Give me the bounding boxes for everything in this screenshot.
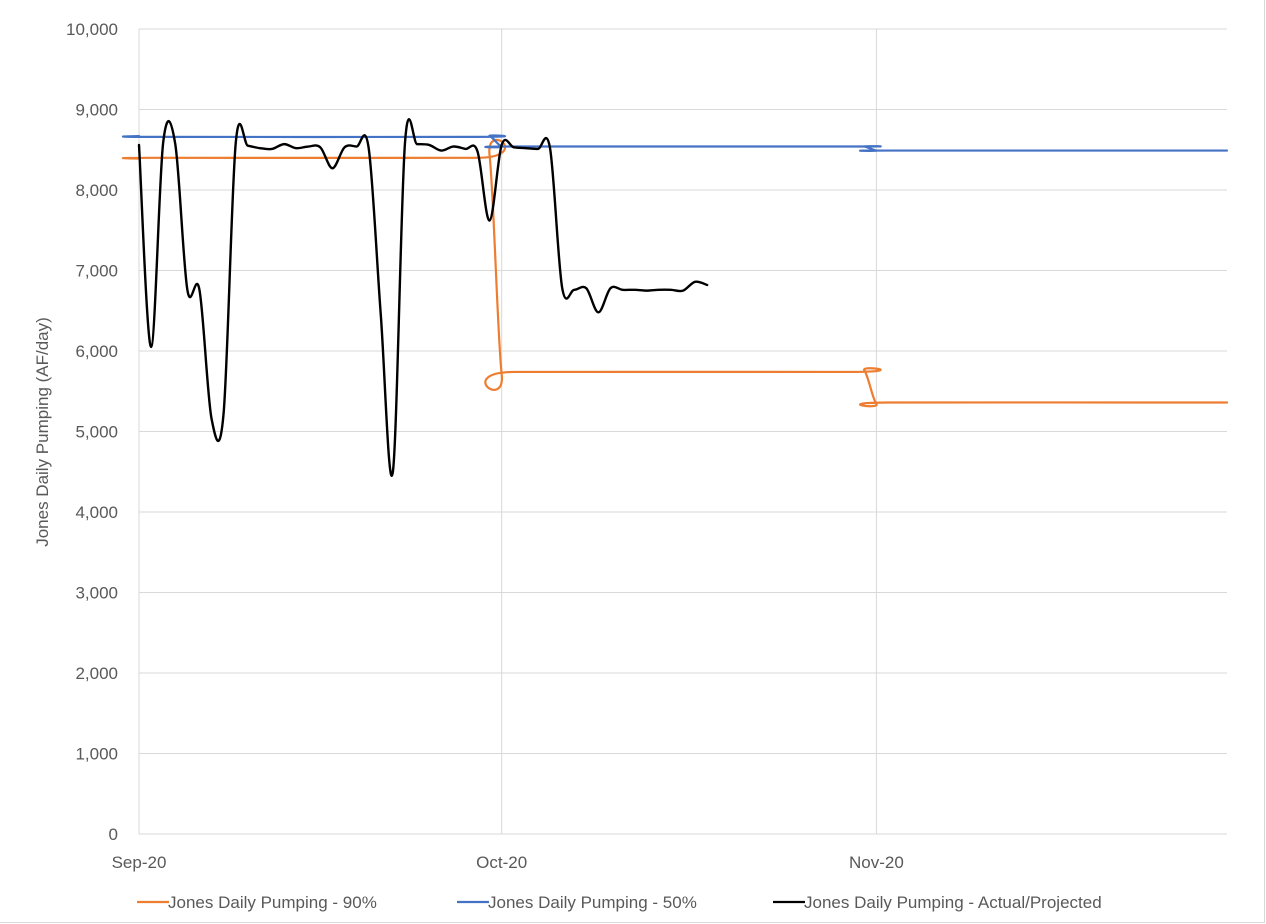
x-tick-label: Oct-20: [476, 853, 527, 872]
y-tick-label: 10,000: [66, 20, 118, 39]
y-tick-label: 2,000: [75, 664, 118, 683]
y-tick-label: 4,000: [75, 503, 118, 522]
x-axis-ticks: Sep-20 Oct-20 Nov-20: [112, 853, 904, 872]
gridlines: [138, 28, 1227, 835]
x-tick-label: Nov-20: [849, 853, 904, 872]
y-tick-label: 9,000: [75, 101, 118, 120]
y-tick-label: 6,000: [75, 342, 118, 361]
y-tick-label: 7,000: [75, 262, 118, 281]
y-tick-label: 0: [109, 825, 118, 844]
y-tick-label: 3,000: [75, 584, 118, 603]
x-tick-label: Sep-20: [112, 853, 167, 872]
y-axis-label: Jones Daily Pumping (AF/day): [33, 317, 52, 547]
legend-label: Jones Daily Pumping - 90%: [168, 893, 377, 912]
series-line-3: [137, 118, 709, 477]
y-axis-ticks: 0 1,000 2,000 3,000 4,000 5,000 6,000 7,000 8,00…: [66, 20, 118, 844]
series-line-2: [121, 134, 1229, 152]
series-line-1: [121, 138, 1229, 408]
legend-label: Jones Daily Pumping - 50%: [488, 893, 697, 912]
y-tick-label: 5,000: [75, 423, 118, 442]
series-lines: [121, 118, 1229, 477]
y-tick-label: 8,000: [75, 181, 118, 200]
y-tick-label: 1,000: [75, 745, 118, 764]
legend-label: Jones Daily Pumping - Actual/Projected: [804, 893, 1102, 912]
legend: Jones Daily Pumping - 90% Jones Daily Pum…: [137, 893, 1102, 912]
